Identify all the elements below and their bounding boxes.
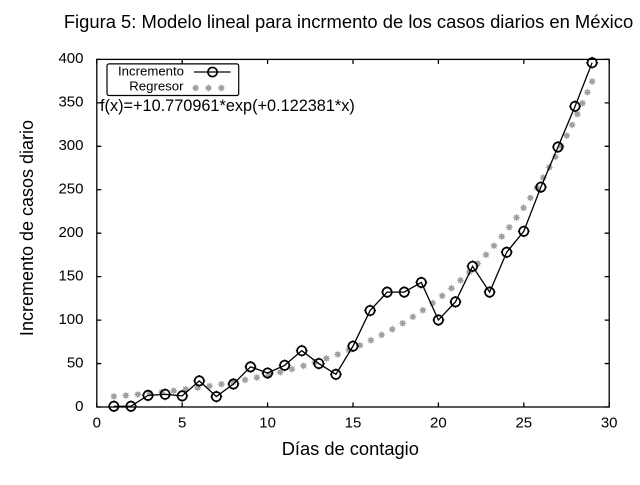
- svg-text:0: 0: [75, 398, 83, 415]
- svg-text:20: 20: [430, 415, 447, 432]
- svg-text:10: 10: [259, 415, 276, 432]
- svg-text:400: 400: [58, 50, 83, 67]
- svg-text:200: 200: [58, 224, 83, 241]
- svg-text:Incremento de casos diario: Incremento de casos diario: [17, 120, 37, 336]
- svg-text:Días de contagio: Días de contagio: [282, 438, 419, 459]
- svg-text:50: 50: [67, 354, 84, 371]
- svg-text:30: 30: [601, 415, 618, 432]
- svg-text:100: 100: [58, 311, 83, 328]
- svg-text:5: 5: [178, 415, 186, 432]
- svg-text:15: 15: [345, 415, 362, 432]
- svg-text:Regresor: Regresor: [129, 78, 184, 93]
- svg-text:150: 150: [58, 267, 83, 284]
- svg-text:f(x)=+10.770961*exp(+0.122381*: f(x)=+10.770961*exp(+0.122381*x): [100, 97, 355, 115]
- svg-text:350: 350: [58, 94, 83, 111]
- svg-text:0: 0: [93, 415, 101, 432]
- svg-text:300: 300: [58, 137, 83, 154]
- svg-text:25: 25: [515, 415, 532, 432]
- svg-text:250: 250: [58, 181, 83, 198]
- svg-text:Figura 5: Modelo lineal para i: Figura 5: Modelo lineal para incrmento d…: [64, 11, 633, 32]
- svg-text:Incremento: Incremento: [118, 64, 184, 79]
